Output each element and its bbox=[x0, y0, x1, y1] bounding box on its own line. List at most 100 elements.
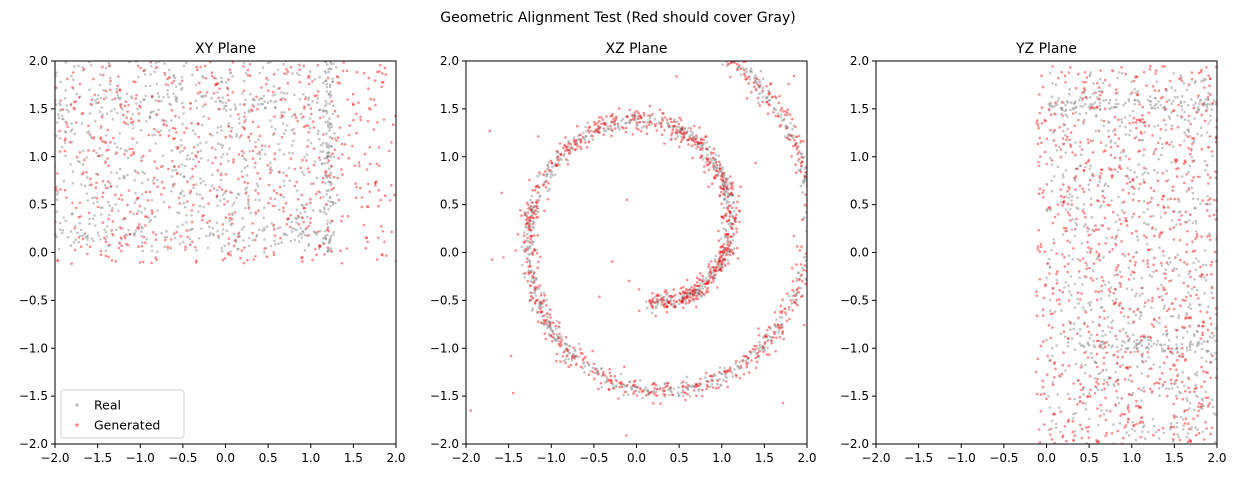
real-point bbox=[176, 225, 180, 228]
real-point bbox=[549, 169, 552, 172]
real-point bbox=[702, 282, 705, 286]
generated-point bbox=[593, 377, 596, 381]
real-point bbox=[715, 166, 718, 170]
real-point bbox=[328, 117, 331, 120]
real-point bbox=[706, 31, 709, 34]
real-point bbox=[94, 99, 97, 102]
real-point bbox=[1164, 387, 1168, 390]
real-point bbox=[329, 234, 333, 238]
real-point bbox=[539, 300, 543, 303]
real-point bbox=[1136, 347, 1139, 351]
real-point bbox=[1211, 405, 1215, 409]
generated-point bbox=[763, 334, 766, 338]
generated-point bbox=[693, 143, 697, 146]
real-point bbox=[722, 179, 726, 183]
real-point bbox=[105, 235, 109, 238]
real-point bbox=[1095, 115, 1098, 118]
generated-point bbox=[1038, 250, 1042, 253]
real-point bbox=[651, 29, 654, 32]
real-point bbox=[762, 345, 765, 348]
generated-point bbox=[195, 155, 198, 159]
real-point bbox=[223, 191, 227, 194]
generated-point bbox=[725, 249, 729, 252]
real-point bbox=[546, 324, 549, 327]
real-point bbox=[152, 110, 155, 113]
generated-point bbox=[316, 230, 320, 234]
real-point bbox=[1211, 336, 1214, 340]
real-point bbox=[1208, 335, 1212, 339]
generated-point bbox=[175, 131, 178, 134]
real-point bbox=[202, 206, 205, 209]
real-point bbox=[1095, 96, 1099, 99]
real-point bbox=[1133, 99, 1136, 102]
real-point bbox=[117, 209, 120, 213]
real-point bbox=[786, 136, 790, 139]
generated-point bbox=[527, 207, 530, 210]
generated-point bbox=[709, 374, 713, 378]
real-point bbox=[274, 106, 277, 109]
real-point bbox=[813, 245, 816, 248]
real-point bbox=[1165, 332, 1168, 336]
real-point bbox=[220, 80, 223, 83]
real-point bbox=[149, 111, 153, 114]
real-point bbox=[1155, 343, 1159, 346]
real-point bbox=[1143, 171, 1146, 174]
real-point bbox=[241, 216, 244, 220]
generated-point bbox=[731, 184, 734, 188]
real-point bbox=[269, 166, 272, 169]
generated-point bbox=[730, 191, 733, 195]
real-point bbox=[241, 91, 244, 95]
real-point bbox=[631, 115, 635, 119]
generated-point bbox=[239, 134, 243, 137]
generated-point bbox=[155, 113, 159, 116]
real-point bbox=[199, 141, 202, 145]
generated-point bbox=[691, 39, 694, 42]
generated-point bbox=[719, 51, 722, 54]
generated-point bbox=[674, 137, 677, 141]
real-point bbox=[1167, 338, 1171, 342]
real-point bbox=[81, 149, 85, 153]
generated-point bbox=[315, 94, 319, 97]
generated-point bbox=[713, 176, 716, 179]
generated-point bbox=[724, 180, 728, 184]
generated-point bbox=[164, 83, 168, 86]
real-point bbox=[1113, 106, 1116, 109]
generated-point bbox=[713, 176, 717, 180]
real-point bbox=[1111, 299, 1115, 303]
real-point bbox=[719, 237, 723, 240]
real-point bbox=[1073, 429, 1077, 433]
real-point bbox=[98, 147, 102, 150]
real-point bbox=[259, 97, 263, 100]
generated-point bbox=[315, 192, 318, 196]
real-point bbox=[252, 97, 255, 101]
generated-point bbox=[210, 74, 214, 78]
real-point bbox=[700, 295, 703, 298]
generated-point bbox=[528, 216, 531, 220]
real-point bbox=[79, 183, 83, 186]
real-point bbox=[573, 354, 576, 358]
real-point bbox=[723, 366, 726, 370]
real-point bbox=[690, 133, 694, 136]
real-point bbox=[568, 148, 572, 152]
generated-point bbox=[662, 112, 665, 115]
generated-point bbox=[679, 32, 682, 35]
generated-point bbox=[587, 126, 591, 129]
real-point bbox=[1101, 329, 1105, 333]
generated-point bbox=[1114, 301, 1117, 304]
real-point bbox=[646, 121, 649, 124]
real-point bbox=[685, 381, 688, 385]
real-point bbox=[327, 93, 331, 96]
real-point bbox=[97, 234, 100, 237]
generated-point bbox=[1049, 128, 1052, 132]
real-point bbox=[78, 160, 81, 164]
real-point bbox=[1068, 320, 1071, 323]
generated-point bbox=[294, 116, 298, 120]
real-point bbox=[323, 229, 327, 233]
real-point bbox=[1061, 142, 1065, 146]
generated-point bbox=[183, 131, 186, 134]
real-point bbox=[309, 141, 313, 145]
real-point bbox=[759, 69, 763, 73]
real-point bbox=[1133, 102, 1136, 106]
real-point bbox=[550, 334, 553, 338]
generated-point bbox=[721, 260, 724, 263]
